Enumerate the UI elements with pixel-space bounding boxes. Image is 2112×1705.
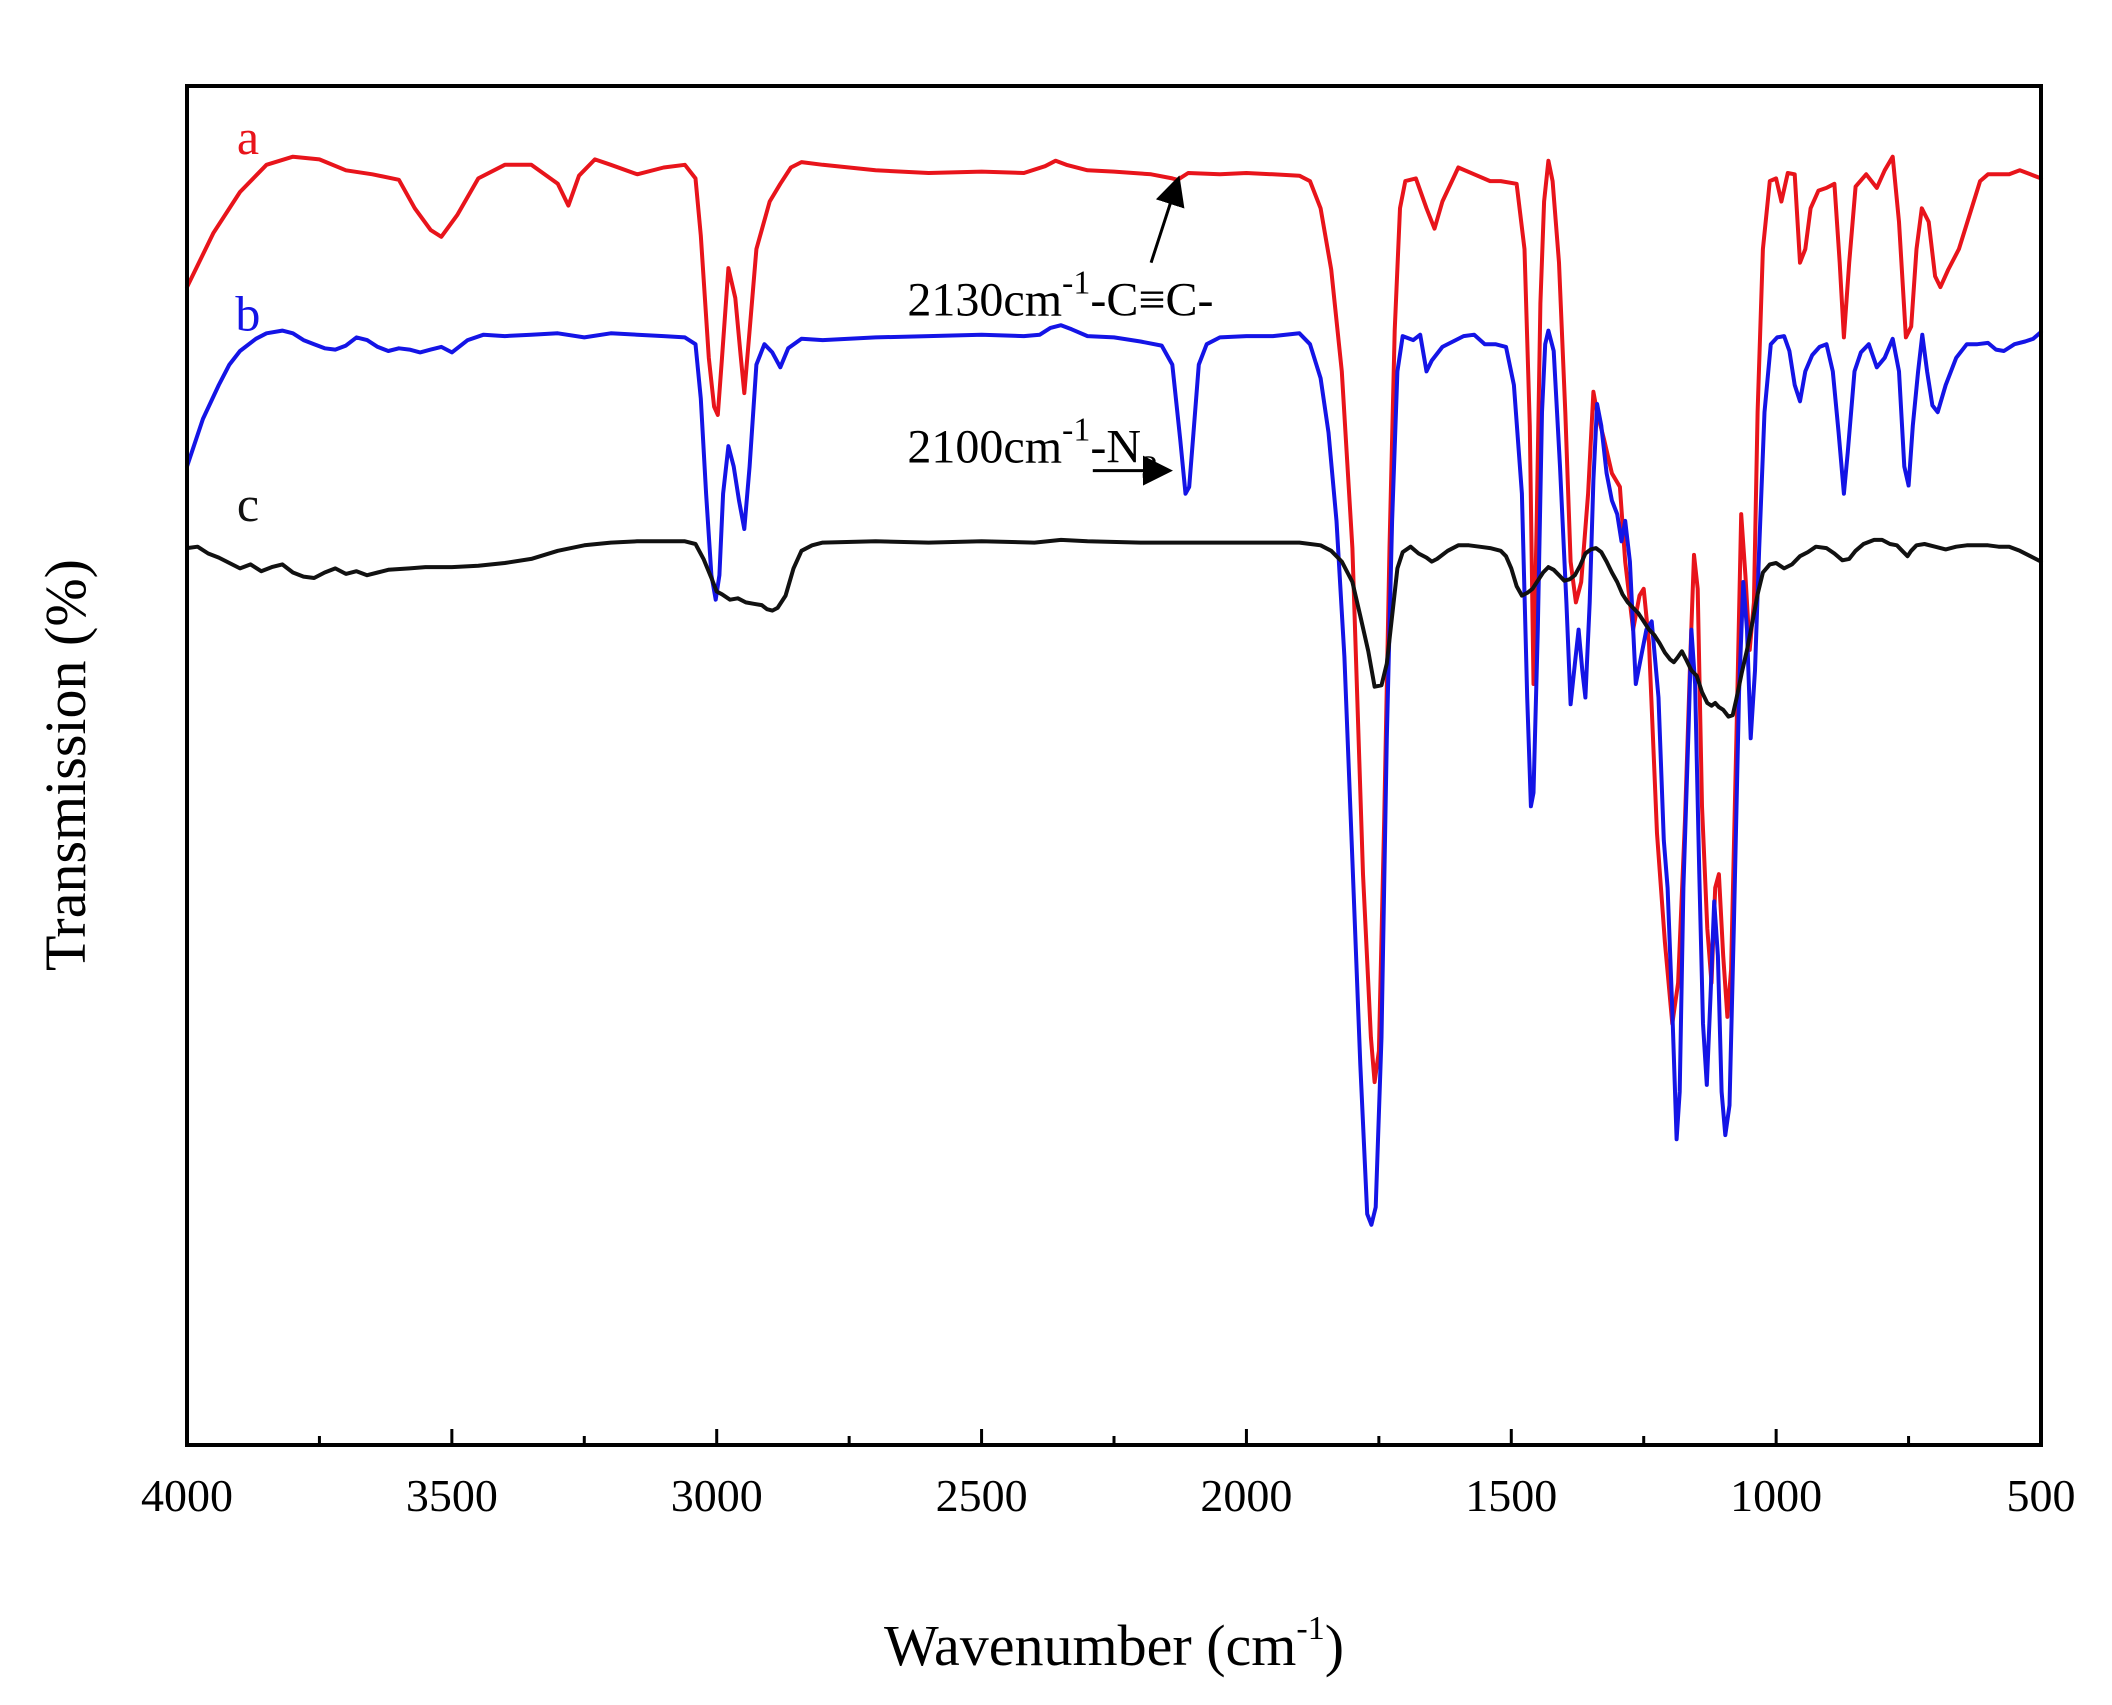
plot-area-frame bbox=[185, 84, 2043, 1447]
annotation-alkyne-arrow bbox=[1149, 175, 1185, 264]
annotation-azide: 2100cm-1-N3 bbox=[907, 411, 1158, 486]
x-tick-label: 4000 bbox=[141, 1470, 233, 1521]
series-line-a bbox=[185, 154, 2043, 1085]
annotation-alkyne-sup: -1 bbox=[1062, 265, 1090, 302]
x-tick-label: 3000 bbox=[671, 1470, 763, 1521]
x-axis-title-main: Wavenumber (cm bbox=[884, 1613, 1296, 1678]
x-tick-label: 3500 bbox=[406, 1470, 498, 1521]
peak-annotations: 2130cm-1-C≡C-2100cm-1-N3 bbox=[907, 175, 1213, 486]
series-line-c bbox=[185, 537, 2043, 719]
annotation-azide-tail: -N bbox=[1090, 420, 1141, 473]
series-label-a: a bbox=[237, 109, 259, 165]
x-axis-title-sup: -1 bbox=[1296, 1610, 1324, 1647]
x-tick-label: 1500 bbox=[1465, 1470, 1557, 1521]
x-axis-title-close: ) bbox=[1325, 1613, 1344, 1678]
spectrum-series bbox=[185, 154, 2043, 1227]
x-tick-label: 2500 bbox=[936, 1470, 1028, 1521]
series-label-b: b bbox=[235, 286, 260, 342]
x-axis-title: Wavenumber (cm-1) bbox=[884, 1610, 1344, 1678]
x-tick-label: 1000 bbox=[1730, 1470, 1822, 1521]
y-axis-title: Transmission (%) bbox=[33, 559, 98, 971]
annotation-azide-sub: 3 bbox=[1141, 449, 1158, 486]
x-tick-label: 500 bbox=[2007, 1470, 2076, 1521]
x-tick-label: 2000 bbox=[1200, 1470, 1292, 1521]
x-axis-ticks: 4000 3500 3000 2500 2000 1500 1000 500 bbox=[141, 1429, 2076, 1521]
annotation-azide-sup: -1 bbox=[1062, 411, 1090, 448]
series-label-c: c bbox=[237, 476, 259, 532]
series-labels: a b c bbox=[235, 109, 260, 532]
annotation-alkyne-tail: -C≡C- bbox=[1090, 274, 1213, 327]
annotation-alkyne-main: 2130cm bbox=[907, 274, 1062, 327]
annotation-azide-main: 2100cm bbox=[907, 420, 1062, 473]
annotation-alkyne: 2130cm-1-C≡C- bbox=[907, 265, 1213, 327]
series-line-b bbox=[185, 323, 2043, 1227]
